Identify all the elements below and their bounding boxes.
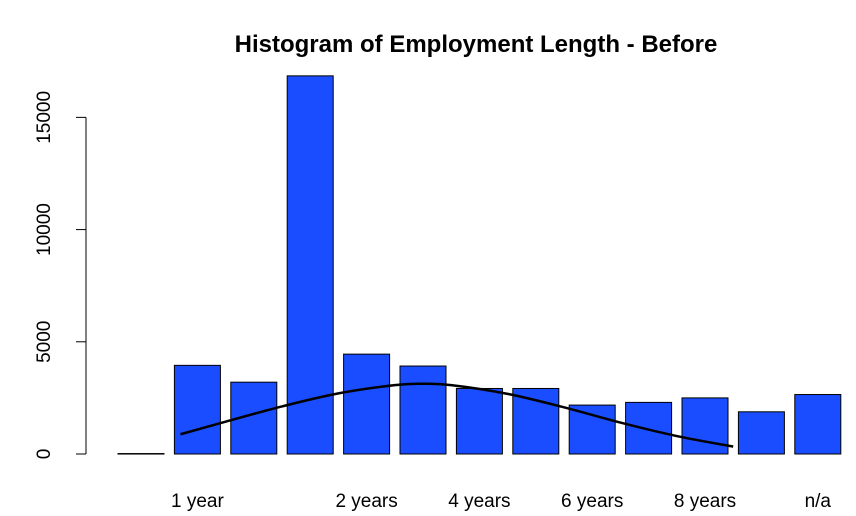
- x-axis-labels: 1 year 2 years 4 years 6 years 8 years n/a: [171, 491, 831, 512]
- chart-title: Histogram of Employment Length - Before: [235, 31, 718, 58]
- y-tick-label: 10000: [34, 203, 55, 256]
- histogram-bar: [568, 404, 616, 455]
- x-tick-label: 6 years: [561, 491, 623, 512]
- histogram-bar: [173, 364, 221, 455]
- y-axis: 0 5000 10000 15000: [34, 91, 87, 460]
- x-tick-label: 4 years: [448, 491, 510, 512]
- histogram-bar: [512, 387, 560, 455]
- histogram-bar: [286, 75, 334, 455]
- y-tick-label: 15000: [34, 91, 55, 144]
- histogram-bar: [117, 453, 165, 455]
- x-tick-label: 8 years: [674, 491, 736, 512]
- histogram-bar: [625, 401, 673, 455]
- bars-group: [117, 75, 842, 455]
- y-tick-label: 5000: [34, 321, 55, 363]
- histogram-bar: [737, 411, 785, 455]
- histogram-bar: [794, 394, 842, 455]
- x-tick-label: 2 years: [335, 491, 397, 512]
- histogram-bar: [343, 353, 391, 455]
- density-curve: [180, 382, 734, 448]
- x-tick-label: n/a: [805, 491, 832, 512]
- y-tick-label: 0: [34, 449, 55, 460]
- x-tick-label: 1 year: [171, 491, 224, 512]
- histogram-bar: [399, 365, 447, 455]
- histogram-bar: [455, 387, 503, 455]
